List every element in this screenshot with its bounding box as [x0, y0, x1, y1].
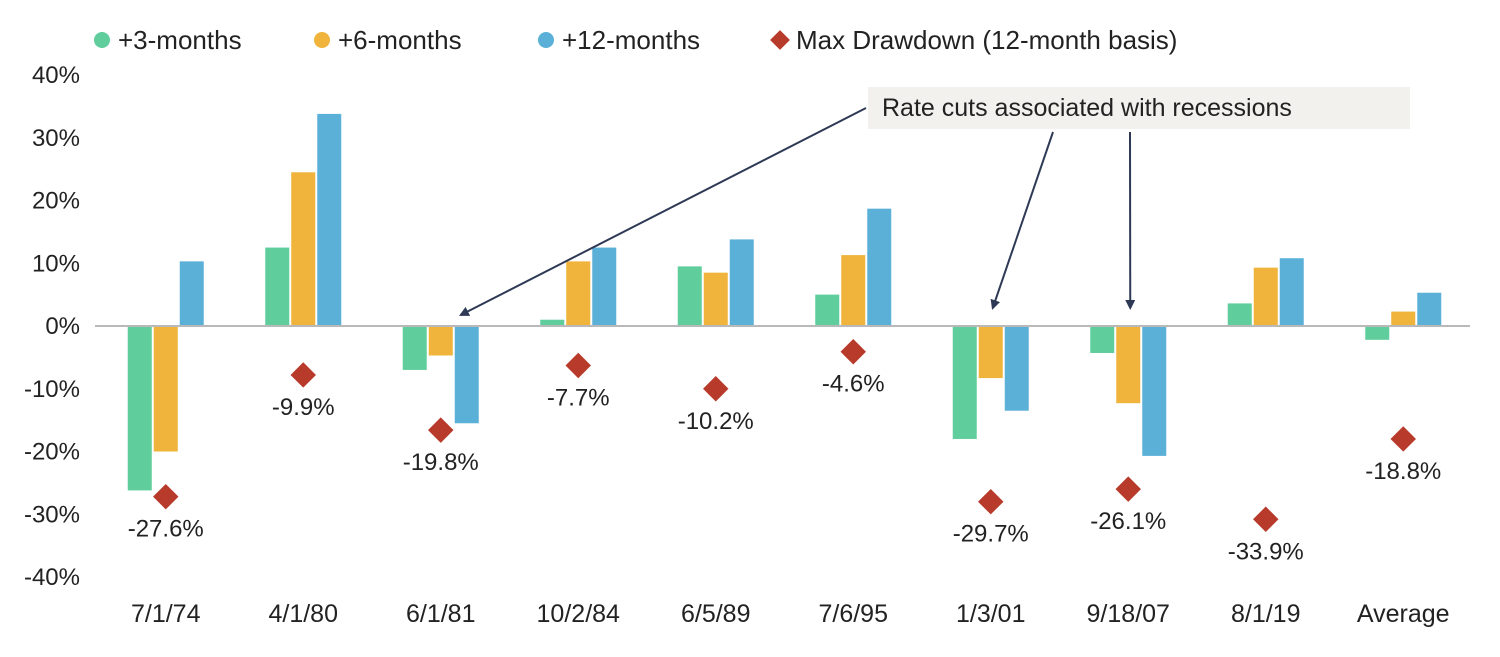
drawdown-marker-8-1-19	[1253, 506, 1279, 532]
legend-item-max-drawdown-12-month-basis: Max Drawdown (12-month basis)	[770, 25, 1177, 55]
annotation-box	[868, 87, 1410, 129]
bar-3-months-7-1-74	[127, 326, 152, 491]
x-tick-label-9-18-07: 9/18/07	[1087, 600, 1170, 628]
drawdown-label-6-1-81: -19.8%	[403, 449, 479, 476]
bar-6-months-10-2-84	[566, 261, 591, 326]
annotation-arrow-1-3-01	[990, 131, 1054, 310]
drawdown-marker-6-5-89	[703, 376, 729, 402]
legend-swatch-6-months	[314, 32, 330, 48]
legend-item-12-months: +12-months	[538, 25, 700, 55]
legend-item-3-months: +3-months	[94, 25, 242, 55]
y-tick-label: 0%	[45, 313, 80, 340]
legend-label-3-months: +3-months	[118, 25, 242, 55]
bars	[127, 113, 1442, 491]
bar-12-months-7-6-95	[867, 208, 892, 326]
y-tick-label: -20%	[24, 439, 80, 466]
legend-label-12-months: +12-months	[562, 25, 700, 55]
y-tick-label: 10%	[32, 250, 80, 277]
x-tick-label-4-1-80: 4/1/80	[268, 600, 338, 628]
y-tick-label: -30%	[24, 501, 80, 528]
legend-swatch-12-months	[538, 32, 554, 48]
x-tick-label-8-1-19: 8/1/19	[1231, 600, 1301, 628]
bar-12-months-10-2-84	[592, 247, 617, 326]
bar-3-months-6-1-81	[402, 326, 427, 370]
drawdown-marker-10-2-84	[565, 352, 591, 379]
bar-3-months-9-18-07	[1090, 326, 1115, 353]
legend-item-6-months: +6-months	[314, 25, 462, 55]
drawdown-marker-1-3-01	[978, 488, 1004, 515]
bar-6-months-6-5-89	[703, 272, 728, 326]
y-axis: 40% 30% 20% 10% 0% -10% -20% -30% -40%	[24, 62, 80, 591]
drawdown-label-10-2-84: -7.7%	[547, 385, 610, 412]
bar-6-months-9-18-07	[1116, 326, 1141, 404]
bar-6-months-8-1-19	[1253, 267, 1278, 326]
x-tick-label-7-6-95: 7/6/95	[818, 600, 888, 628]
annotation-text: Rate cuts associated with recessions	[882, 94, 1292, 122]
drawdown-label-1-3-01: -29.7%	[953, 521, 1029, 548]
drawdown-label-6-5-89: -10.2%	[678, 408, 754, 435]
bar-6-months-7-1-74	[153, 326, 178, 452]
drawdown-marker-7-6-95	[840, 338, 866, 365]
bar-12-months-1-3-01	[1004, 326, 1029, 411]
bar-3-months-4-1-80	[265, 247, 290, 326]
drawdown-label-7-6-95: -4.6%	[822, 371, 885, 398]
bar-12-months-4-1-80	[317, 113, 342, 326]
bar-12-months-6-1-81	[454, 326, 479, 424]
bar-6-months-7-6-95	[841, 255, 866, 326]
drawdown-label-4-1-80: -9.9%	[272, 394, 335, 421]
x-tick-label-6-1-81: 6/1/81	[406, 600, 476, 628]
y-tick-label: 20%	[32, 188, 80, 215]
bar-6-months-average	[1391, 311, 1416, 326]
bar-6-months-4-1-80	[291, 172, 316, 326]
bar-3-months-average	[1365, 326, 1390, 340]
y-tick-label: -10%	[24, 376, 80, 403]
bar-6-months-1-3-01	[978, 326, 1003, 379]
bar-3-months-7-6-95	[815, 294, 840, 326]
drawdown-marker-9-18-07	[1115, 476, 1141, 502]
x-tick-label-10-2-84: 10/2/84	[537, 600, 621, 628]
legend-label-6-months: +6-months	[338, 25, 462, 55]
bar-3-months-10-2-84	[540, 319, 565, 326]
bar-12-months-6-5-89	[729, 239, 754, 326]
legend-swatch-3-months	[94, 32, 110, 48]
y-tick-label: 30%	[32, 125, 80, 152]
drawdown-marker-average	[1390, 426, 1416, 452]
x-tick-label-average: Average	[1357, 600, 1450, 628]
drawdown-label-9-18-07: -26.1%	[1090, 508, 1166, 535]
y-tick-label: -40%	[24, 564, 80, 591]
bar-6-months-6-1-81	[428, 326, 453, 356]
annotation: Rate cuts associated with recessions	[458, 87, 1410, 316]
legend: +3-months +6-months +12-months Max Drawdown…	[94, 25, 1177, 55]
annotation-arrow-6-1-81	[458, 107, 867, 316]
bar-12-months-8-1-19	[1279, 258, 1304, 326]
bar-3-months-1-3-01	[952, 326, 977, 439]
drawdown-marker-4-1-80	[290, 362, 316, 388]
x-tick-label-7-1-74: 7/1/74	[131, 600, 201, 628]
x-axis: 7/1/74 4/1/80 6/1/81 10/2/84 6/5/89 7/6/95 1/3…	[131, 600, 1450, 628]
bar-12-months-7-1-74	[179, 261, 204, 326]
drawdown-label-7-1-74: -27.6%	[128, 516, 204, 543]
bar-3-months-6-5-89	[677, 266, 702, 326]
legend-diamond-icon	[770, 30, 790, 50]
drawdown-markers: -27.6% -9.9% -19.8% -7.7% -10.2% -4.6% -29.7% -…	[128, 338, 1441, 565]
bar-12-months-average	[1417, 292, 1442, 326]
drawdown-marker-6-1-81	[428, 417, 454, 443]
legend-label-max-drawdown-12-month-basis: Max Drawdown (12-month basis)	[796, 25, 1177, 55]
x-tick-label-1-3-01: 1/3/01	[956, 600, 1026, 628]
drawdown-marker-7-1-74	[153, 483, 179, 510]
bar-12-months-9-18-07	[1142, 326, 1167, 456]
x-tick-label-6-5-89: 6/5/89	[681, 600, 751, 628]
drawdown-label-average: -18.8%	[1365, 458, 1441, 485]
drawdown-label-8-1-19: -33.9%	[1228, 538, 1304, 565]
y-tick-label: 40%	[32, 62, 80, 89]
bar-3-months-8-1-19	[1227, 303, 1252, 326]
